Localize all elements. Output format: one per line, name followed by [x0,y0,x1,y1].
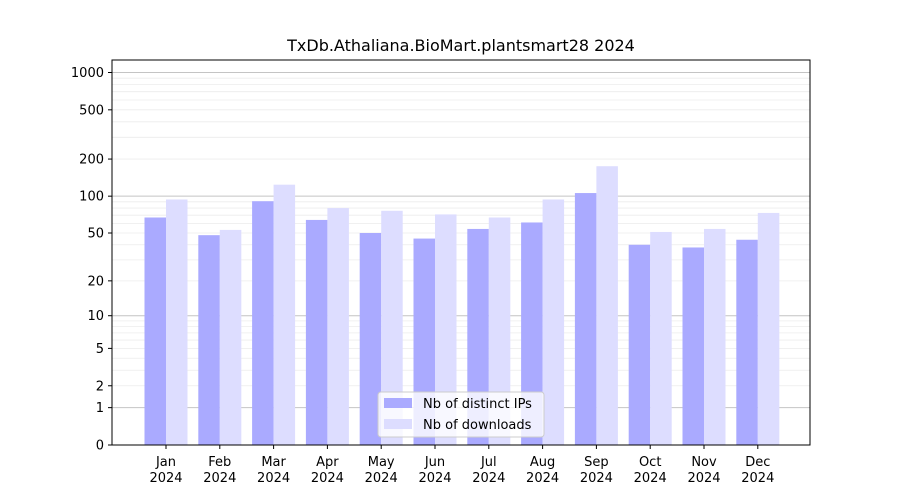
y-tick-label: 0 [96,439,104,454]
bar-downloads [381,210,403,445]
bar-distinct-ips [521,222,543,445]
bar-downloads [166,199,188,445]
bar-distinct-ips [628,244,651,445]
x-tick-label: Jul 2024 [472,455,505,486]
bar-distinct-ips [682,247,704,445]
bar-distinct-ips [144,217,166,445]
bar-distinct-ips [198,235,220,445]
y-tick-label: 200 [79,153,104,168]
x-axis: Jan 2024 Feb 2024 Mar 2024 Apr 2024 May 2024 Jun 20… [149,445,774,486]
y-tick-label: 10 [87,309,104,324]
bar-downloads [757,212,780,445]
bar-downloads [273,184,296,446]
bar-distinct-ips [467,228,489,445]
y-tick-label: 100 [79,190,104,205]
x-tick-label: Aug 2024 [526,455,559,486]
legend-swatch [384,398,412,408]
legend: Nb of distinct IPs Nb of downloads [377,391,545,438]
bar-downloads [327,208,349,445]
x-tick-label: Oct 2024 [634,455,667,486]
bar-downloads [488,217,511,445]
legend-label: Nb of downloads [423,418,532,433]
bar-distinct-ips [252,201,274,445]
bar-distinct-ips [574,193,597,445]
bars [144,166,780,446]
bar-distinct-ips [305,219,328,445]
y-axis: 0 1 2 5 10 20 50 100 200 500 1000 [71,66,112,454]
y-tick-label: 500 [79,103,104,118]
chart-title: TxDb.Athaliana.BioMart.plantsmart28 2024 [286,36,635,55]
y-tick-label: 1 [96,401,104,416]
plot-frame [111,59,811,446]
y-tick-label: 5 [96,342,104,357]
x-tick-label: Jan 2024 [149,455,182,486]
y-tick-label: 2 [96,379,104,394]
y-tick-label: 20 [87,274,104,289]
x-tick-label: Dec 2024 [741,455,774,486]
bar-distinct-ips [359,233,382,445]
y-tick-label: 50 [87,227,104,242]
legend-swatch [384,419,412,429]
x-tick-label: Mar 2024 [257,455,290,486]
bar-distinct-ips [736,239,758,445]
bar-downloads [542,199,565,445]
y-tick-label: 1000 [71,66,104,81]
x-tick-label: May 2024 [365,455,398,486]
legend-label: Nb of distinct IPs [423,397,532,412]
legend-box [377,391,545,438]
x-tick-label: Jun 2024 [418,455,451,486]
bar-downloads [650,231,672,445]
bar-downloads [596,166,618,445]
x-tick-label: Sep 2024 [580,455,613,486]
bar-downloads [704,228,726,445]
x-tick-label: Nov 2024 [687,455,720,486]
x-tick-label: Apr 2024 [311,455,344,486]
x-tick-label: Feb 2024 [203,455,236,486]
bar-downloads [219,229,242,445]
bar-downloads [435,214,457,445]
